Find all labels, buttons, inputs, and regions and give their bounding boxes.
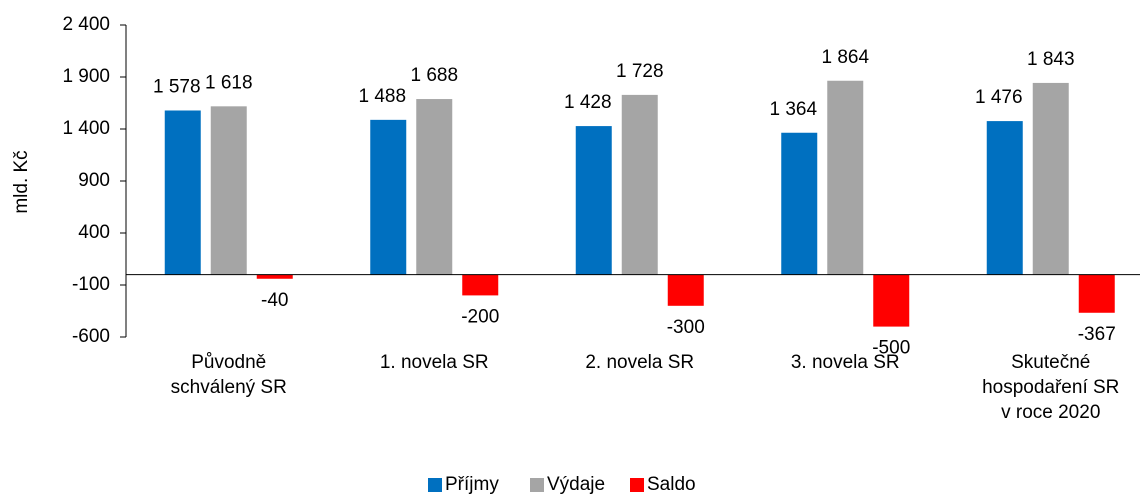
data-label: 1 364 <box>769 99 817 120</box>
x-tick-label: 3. novela SR <box>791 352 900 373</box>
legend-swatch <box>530 478 544 492</box>
data-label: -367 <box>1078 324 1116 345</box>
bar <box>986 121 1023 275</box>
y-tick-label: -600 <box>72 326 110 347</box>
data-label: 1 618 <box>205 72 253 93</box>
bar <box>256 274 293 279</box>
y-tick-label: 2 400 <box>62 14 110 35</box>
bar <box>827 80 864 275</box>
y-axis-title: mld. Kč <box>11 150 32 213</box>
x-tick-label: 1. novela SR <box>380 352 489 373</box>
data-label: -40 <box>261 290 288 311</box>
data-label: 1 428 <box>564 92 612 113</box>
data-label: 1 728 <box>616 61 664 82</box>
data-label: -500 <box>872 338 910 359</box>
y-tick-label: -100 <box>72 274 110 295</box>
x-tick-label: hospodaření SR <box>982 377 1119 398</box>
bar <box>667 274 704 306</box>
bar <box>210 106 247 275</box>
x-tick-label: Původně <box>191 352 266 373</box>
bar <box>1032 82 1069 275</box>
x-tick-label: Skutečné <box>1011 352 1090 373</box>
x-tick-label: schválený SR <box>171 377 287 398</box>
legend-label: Příjmy <box>445 474 499 495</box>
legend-swatch <box>428 478 442 492</box>
data-label: -200 <box>461 306 499 327</box>
data-label: 1 843 <box>1027 49 1075 70</box>
y-tick-label: 1 900 <box>62 66 110 87</box>
legend-label: Saldo <box>647 474 696 495</box>
y-tick-label: 900 <box>78 170 110 191</box>
bar <box>370 119 407 275</box>
data-label: 1 578 <box>153 77 201 98</box>
bar <box>621 94 658 275</box>
bar <box>575 126 612 275</box>
bar <box>781 132 818 275</box>
bar <box>164 110 201 275</box>
y-tick-label: 400 <box>78 222 110 243</box>
x-tick-label: 2. novela SR <box>585 352 694 373</box>
data-label: -300 <box>667 317 705 338</box>
legend-swatch <box>630 478 644 492</box>
y-tick-label: 1 400 <box>62 118 110 139</box>
data-label: 1 864 <box>821 47 869 68</box>
bar <box>462 274 499 296</box>
bar <box>1078 274 1115 313</box>
data-label: 1 688 <box>410 65 458 86</box>
bar <box>416 99 453 275</box>
legend-label: Výdaje <box>547 474 605 495</box>
x-tick-label: v roce 2020 <box>1001 402 1100 423</box>
bar <box>873 274 910 327</box>
data-label: 1 476 <box>975 87 1023 108</box>
data-label: 1 488 <box>358 86 406 107</box>
